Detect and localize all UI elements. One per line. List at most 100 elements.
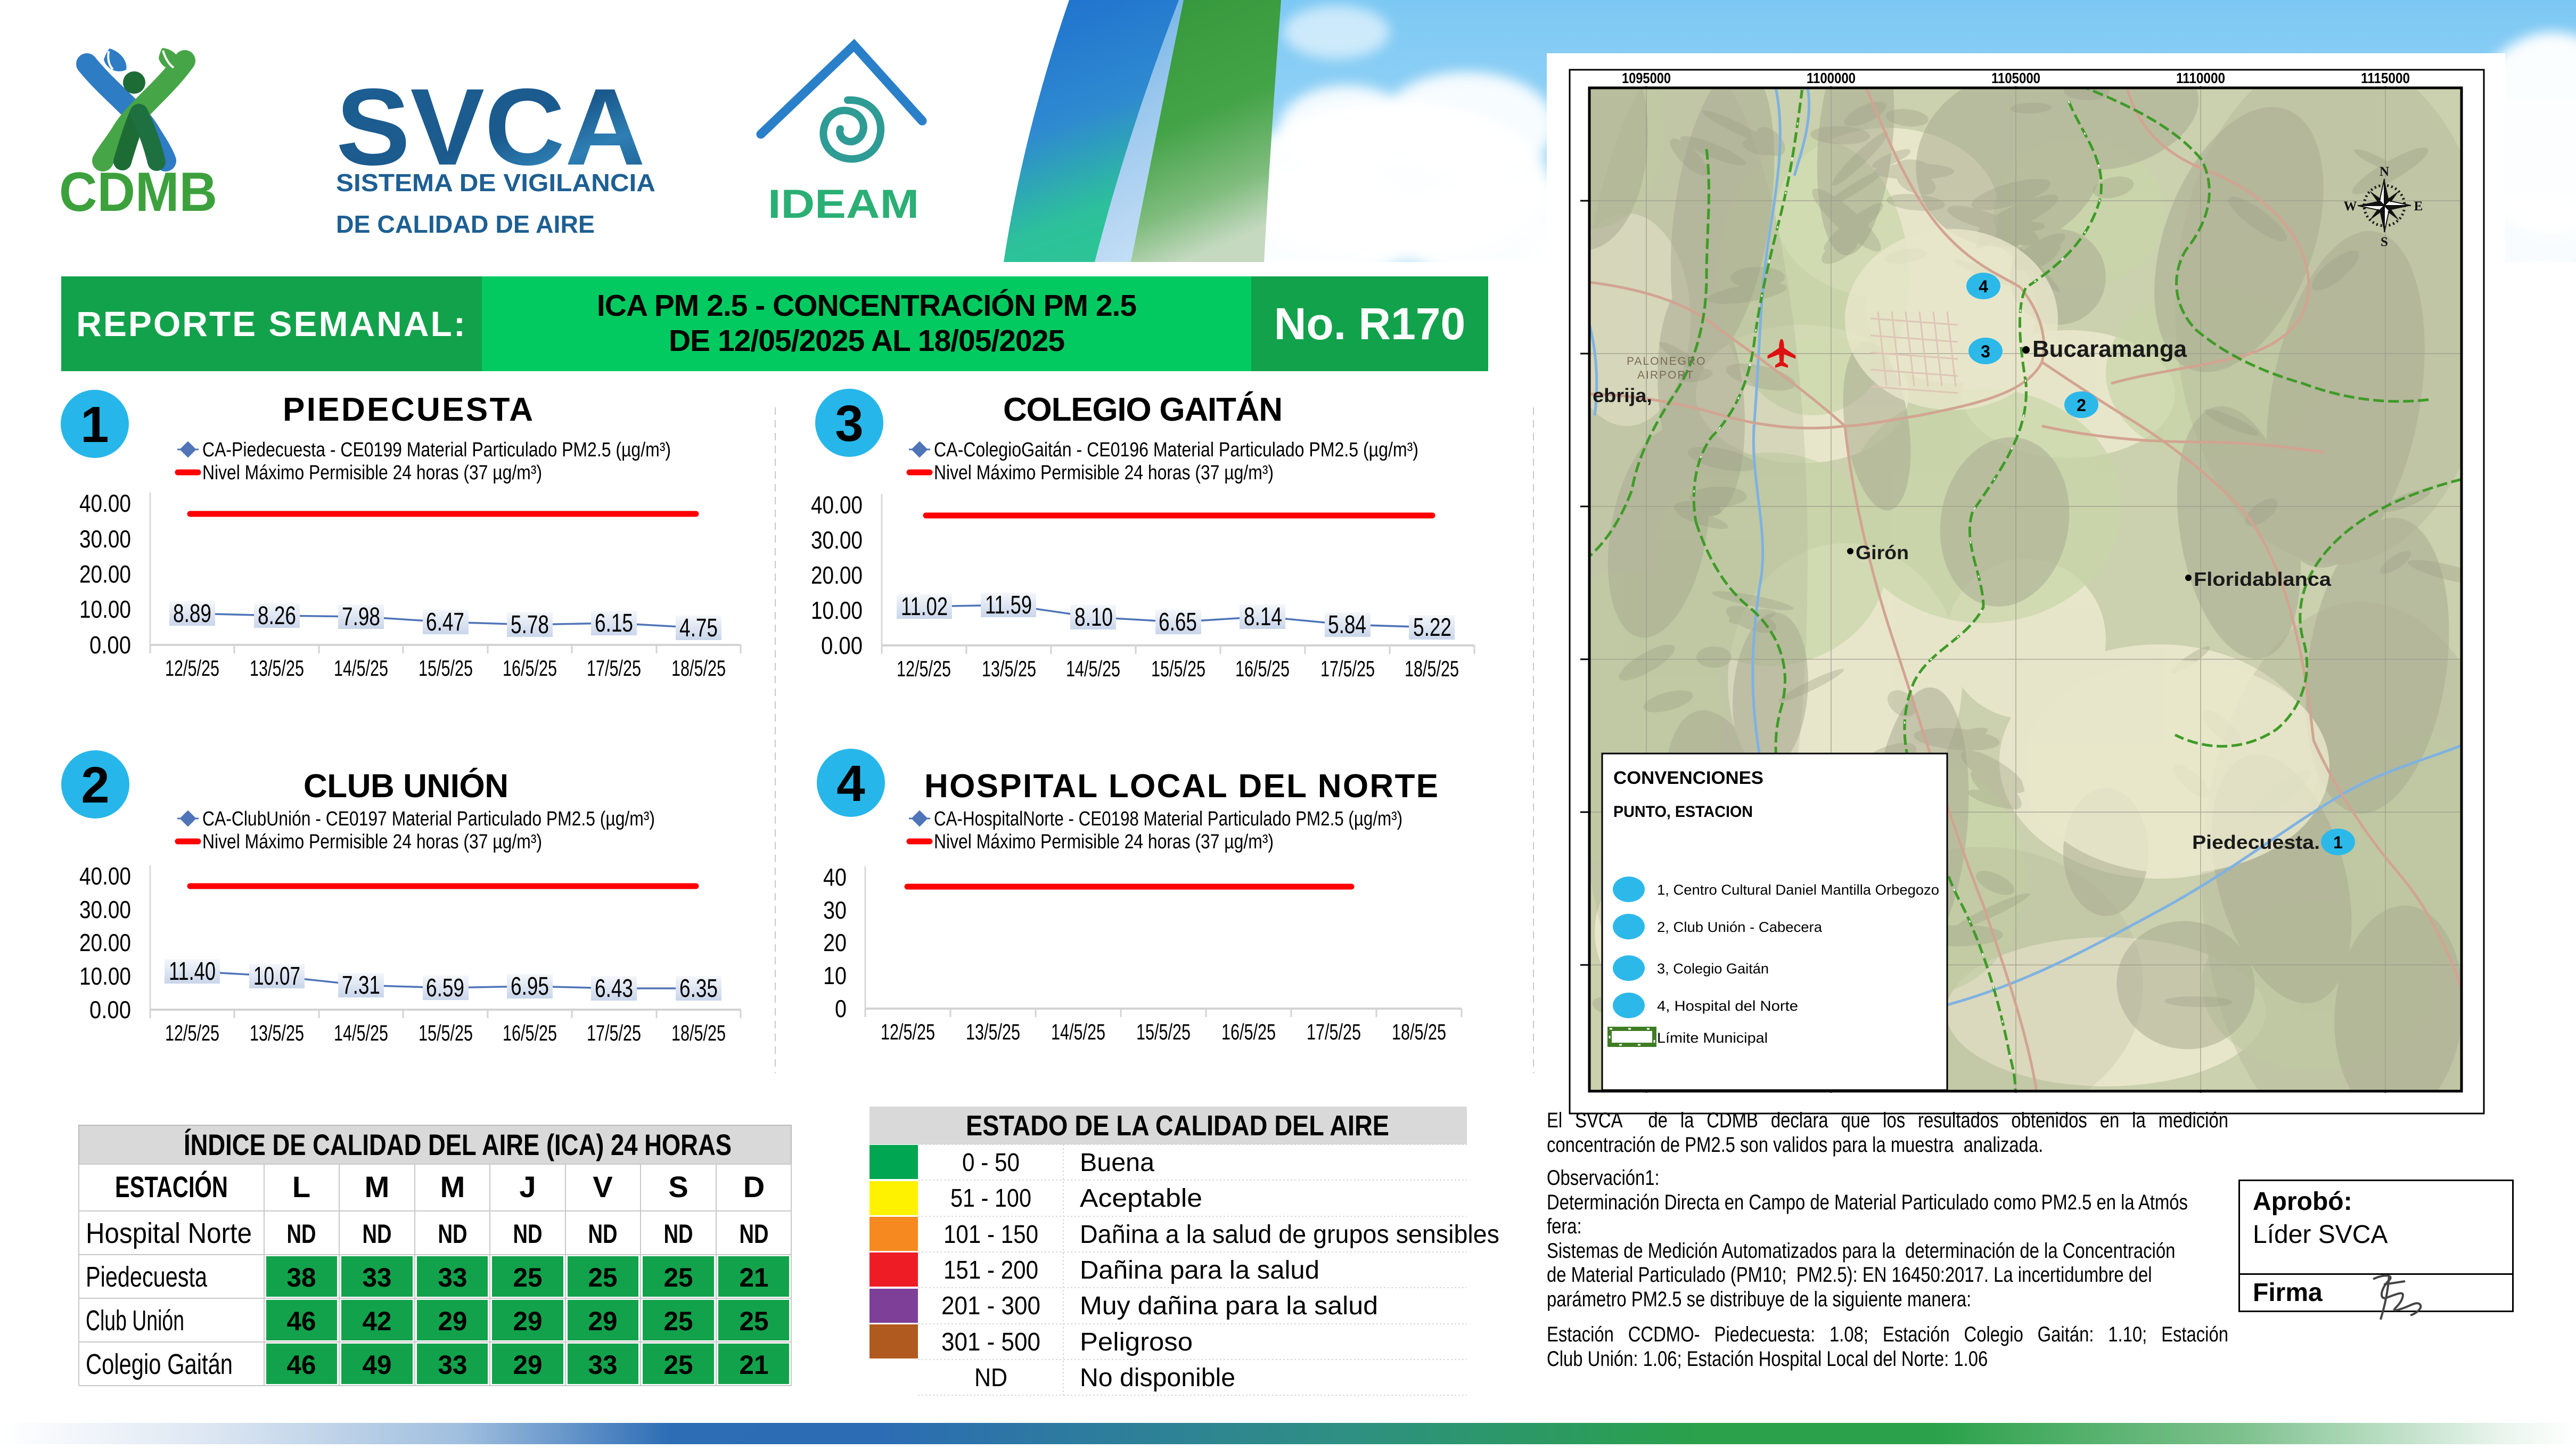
svg-text:18/5/25: 18/5/25 <box>671 656 726 681</box>
svg-text:Hospital Norte: Hospital Norte <box>86 1217 252 1249</box>
svg-text:N: N <box>2380 165 2389 179</box>
svg-text:ESTADO DE LA CALIDAD DEL AIRE: ESTADO DE LA CALIDAD DEL AIRE <box>966 1110 1389 1142</box>
svg-text:151 - 200: 151 - 200 <box>944 1256 1038 1284</box>
svg-text:8.26: 8.26 <box>258 602 296 630</box>
svg-text:11.40: 11.40 <box>169 957 216 986</box>
svg-text:W: W <box>2344 199 2357 214</box>
svg-text:CA-HospitalNorte - CE0198 Mate: CA-HospitalNorte - CE0198 Material Parti… <box>934 808 1402 830</box>
svg-text:12/5/25: 12/5/25 <box>165 656 219 681</box>
svg-text:12/5/25: 12/5/25 <box>897 656 951 681</box>
svg-text:DE CALIDAD DE AIRE: DE CALIDAD DE AIRE <box>336 210 595 238</box>
svg-text:ND: ND <box>740 1219 769 1249</box>
svg-text:CA-ClubUnión - CE0197 Material: CA-ClubUnión - CE0197 Material Particula… <box>202 808 655 830</box>
svg-text:Girón: Girón <box>1856 542 1909 563</box>
svg-text:Piedecuesta: Piedecuesta <box>86 1261 208 1293</box>
svg-text:Bucaramanga: Bucaramanga <box>2032 336 2187 362</box>
svg-text:2: 2 <box>2077 396 2086 415</box>
svg-text:29: 29 <box>513 1306 543 1336</box>
svg-text:PUNTO, ESTACION: PUNTO, ESTACION <box>1613 803 1753 821</box>
svg-text:46: 46 <box>287 1306 316 1336</box>
svg-text:3, Colegio Gaitán: 3, Colegio Gaitán <box>1657 961 1769 977</box>
svg-text:16/5/25: 16/5/25 <box>1221 1019 1276 1044</box>
svg-text:Nivel Máximo Permisible 24 hor: Nivel Máximo Permisible 24 horas (37 µg/… <box>934 831 1274 853</box>
svg-text:11.59: 11.59 <box>985 591 1032 619</box>
svg-text:30: 30 <box>823 896 847 924</box>
svg-text:V: V <box>593 1170 612 1204</box>
svg-text:25: 25 <box>664 1350 693 1380</box>
svg-text:33: 33 <box>438 1350 467 1380</box>
svg-text:Muy dañina para la salud: Muy dañina para la salud <box>1080 1292 1378 1320</box>
svg-text:30.00: 30.00 <box>811 526 863 554</box>
svg-text:1110000: 1110000 <box>2176 70 2225 86</box>
svg-text:Club Unión: Club Unión <box>86 1305 184 1337</box>
svg-text:25: 25 <box>513 1263 543 1292</box>
svg-text:5.22: 5.22 <box>1413 613 1451 642</box>
svg-text:CLUB UNIÓN: CLUB UNIÓN <box>303 768 508 805</box>
svg-text:PIEDECUESTA: PIEDECUESTA <box>283 391 533 428</box>
svg-text:6.95: 6.95 <box>511 972 549 1001</box>
svg-text:15/5/25: 15/5/25 <box>419 656 473 681</box>
svg-text:ND: ND <box>363 1219 392 1249</box>
svg-text:ND: ND <box>588 1219 618 1249</box>
svg-text:E: E <box>2414 199 2423 214</box>
svg-text:6.35: 6.35 <box>679 975 718 1003</box>
svg-text:17/5/25: 17/5/25 <box>1320 656 1375 681</box>
svg-text:12/5/25: 12/5/25 <box>881 1019 935 1044</box>
svg-text:CDMB: CDMB <box>59 161 217 223</box>
svg-text:46: 46 <box>287 1350 316 1380</box>
svg-text:8.89: 8.89 <box>173 600 211 628</box>
svg-text:3: 3 <box>1981 342 1990 361</box>
svg-text:29: 29 <box>438 1306 467 1336</box>
svg-text:25: 25 <box>664 1263 693 1292</box>
svg-text:11.02: 11.02 <box>901 593 948 621</box>
svg-text:20.00: 20.00 <box>811 561 863 589</box>
svg-text:Floridablanca: Floridablanca <box>2194 568 2332 590</box>
svg-text:Dañina a la salud de grupos se: Dañina a la salud de grupos sensibles <box>1080 1221 1499 1249</box>
svg-text:1105000: 1105000 <box>1991 70 2040 86</box>
svg-text:21: 21 <box>740 1350 769 1380</box>
svg-text:16/5/25: 16/5/25 <box>1235 656 1290 681</box>
svg-text:2, Club Unión - Cabecera: 2, Club Unión - Cabecera <box>1657 919 1823 935</box>
svg-text:Nivel Máximo Permisible 24 hor: Nivel Máximo Permisible 24 horas (37 µg/… <box>202 462 542 484</box>
svg-text:AIRPORT: AIRPORT <box>1637 369 1694 381</box>
svg-text:6.15: 6.15 <box>595 609 633 637</box>
svg-text:4.75: 4.75 <box>679 614 718 642</box>
svg-text:1100000: 1100000 <box>1807 70 1856 86</box>
svg-text:14/5/25: 14/5/25 <box>1051 1019 1105 1044</box>
svg-text:0.00: 0.00 <box>821 632 863 659</box>
svg-text:0: 0 <box>835 995 847 1022</box>
svg-text:10.00: 10.00 <box>811 596 863 624</box>
svg-text:Buena: Buena <box>1080 1149 1154 1177</box>
svg-text:40.00: 40.00 <box>79 862 131 890</box>
svg-text:Nivel Máximo Permisible 24 hor: Nivel Máximo Permisible 24 horas (37 µg/… <box>934 462 1274 484</box>
svg-text:M: M <box>440 1170 465 1204</box>
svg-text:10.00: 10.00 <box>79 595 131 623</box>
svg-text:5.84: 5.84 <box>1328 611 1366 639</box>
svg-text:ebrija,: ebrija, <box>1593 384 1652 406</box>
svg-text:17/5/25: 17/5/25 <box>587 656 641 681</box>
svg-text:17/5/25: 17/5/25 <box>1307 1019 1361 1044</box>
svg-text:49: 49 <box>363 1350 392 1380</box>
svg-text:PALONEGRO: PALONEGRO <box>1627 355 1706 367</box>
svg-text:M: M <box>365 1170 390 1204</box>
svg-text:4: 4 <box>1979 277 1988 296</box>
svg-text:1115000: 1115000 <box>2361 70 2410 86</box>
svg-text:30.00: 30.00 <box>79 896 131 923</box>
svg-text:14/5/25: 14/5/25 <box>1066 656 1120 681</box>
svg-text:4, Hospital del Norte: 4, Hospital del Norte <box>1657 998 1798 1014</box>
svg-text:20: 20 <box>823 929 847 956</box>
svg-text:33: 33 <box>363 1263 392 1292</box>
svg-text:CA-ColegioGaitán - CE0196 Mat: CA-ColegioGaitán - CE0196 Material Parti… <box>934 439 1418 461</box>
svg-text:Nivel Máximo Permisible 24 hor: Nivel Máximo Permisible 24 horas (37 µg/… <box>202 831 542 853</box>
svg-text:IDEAM: IDEAM <box>768 182 919 227</box>
svg-text:7.98: 7.98 <box>342 603 380 631</box>
svg-text:20.00: 20.00 <box>79 560 131 588</box>
svg-text:33: 33 <box>438 1263 467 1292</box>
svg-text:30.00: 30.00 <box>79 525 131 553</box>
svg-text:16/5/25: 16/5/25 <box>503 1020 557 1045</box>
svg-text:15/5/25: 15/5/25 <box>1151 656 1205 681</box>
svg-text:201 - 300: 201 - 300 <box>941 1292 1040 1320</box>
svg-text:1: 1 <box>2333 833 2343 852</box>
svg-text:13/5/25: 13/5/25 <box>250 1020 304 1045</box>
svg-text:0 - 50: 0 - 50 <box>962 1149 1020 1177</box>
